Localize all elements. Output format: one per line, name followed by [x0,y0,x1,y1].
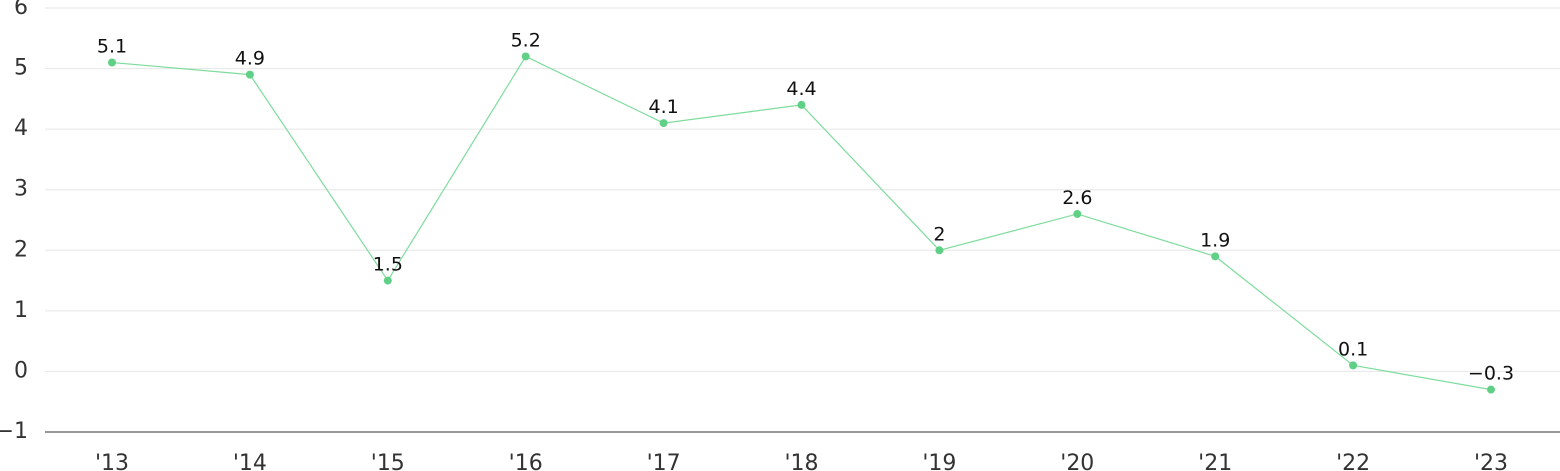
data-label: 4.4 [786,78,816,100]
x-tick-label: '19 [922,451,956,471]
data-point [1211,252,1220,261]
data-point [521,52,530,61]
y-tick-label: −1 [0,419,28,444]
data-label: −0.3 [1468,363,1514,385]
data-label: 4.1 [648,96,678,118]
data-point [935,246,944,255]
x-tick-label: '23 [1474,451,1508,471]
data-point [1487,385,1495,394]
y-tick-label: 6 [14,0,28,20]
y-tick-label: 0 [14,358,28,383]
y-tick-label: 3 [14,177,28,202]
y-axis-ticks: 6 5 4 3 2 1 0 −1 [0,0,28,444]
data-point [1349,361,1358,370]
data-point [245,70,254,79]
data-label: 2 [933,223,945,245]
data-label: 0.1 [1338,338,1368,360]
x-tick-label: '14 [233,451,267,471]
x-tick-label: '20 [1060,451,1094,471]
grid-layer [45,7,1560,433]
x-axis-ticks: '13 '14 '15 '16 '17 '18 '19 '20 '21 '22 '23 [95,451,1508,471]
x-tick-label: '13 [95,451,129,471]
x-tick-label: '15 [371,451,405,471]
x-tick-label: '22 [1336,451,1370,471]
x-tick-label: '16 [509,451,543,471]
data-label: 5.2 [511,29,541,51]
data-label-layer: 5.1 4.9 1.5 5.2 4.1 4.4 2 2.6 1.9 0.1 −0.3 [97,29,1514,384]
data-point [383,276,392,285]
x-tick-label: '17 [647,451,681,471]
data-label: 1.5 [373,254,403,276]
x-tick-label: '21 [1198,451,1232,471]
data-label: 4.9 [235,48,265,70]
x-tick-label: '18 [784,451,818,471]
data-label: 5.1 [97,36,127,58]
data-point [797,100,806,109]
data-label: 2.6 [1062,187,1092,209]
data-label: 1.9 [1200,229,1230,251]
y-tick-label: 2 [14,237,28,262]
data-point [108,58,116,67]
data-point-layer [108,52,1495,394]
y-tick-label: 5 [14,56,28,81]
data-point [1073,209,1082,218]
y-tick-label: 1 [14,298,28,323]
y-tick-label: 4 [14,116,28,141]
data-point [659,119,668,128]
